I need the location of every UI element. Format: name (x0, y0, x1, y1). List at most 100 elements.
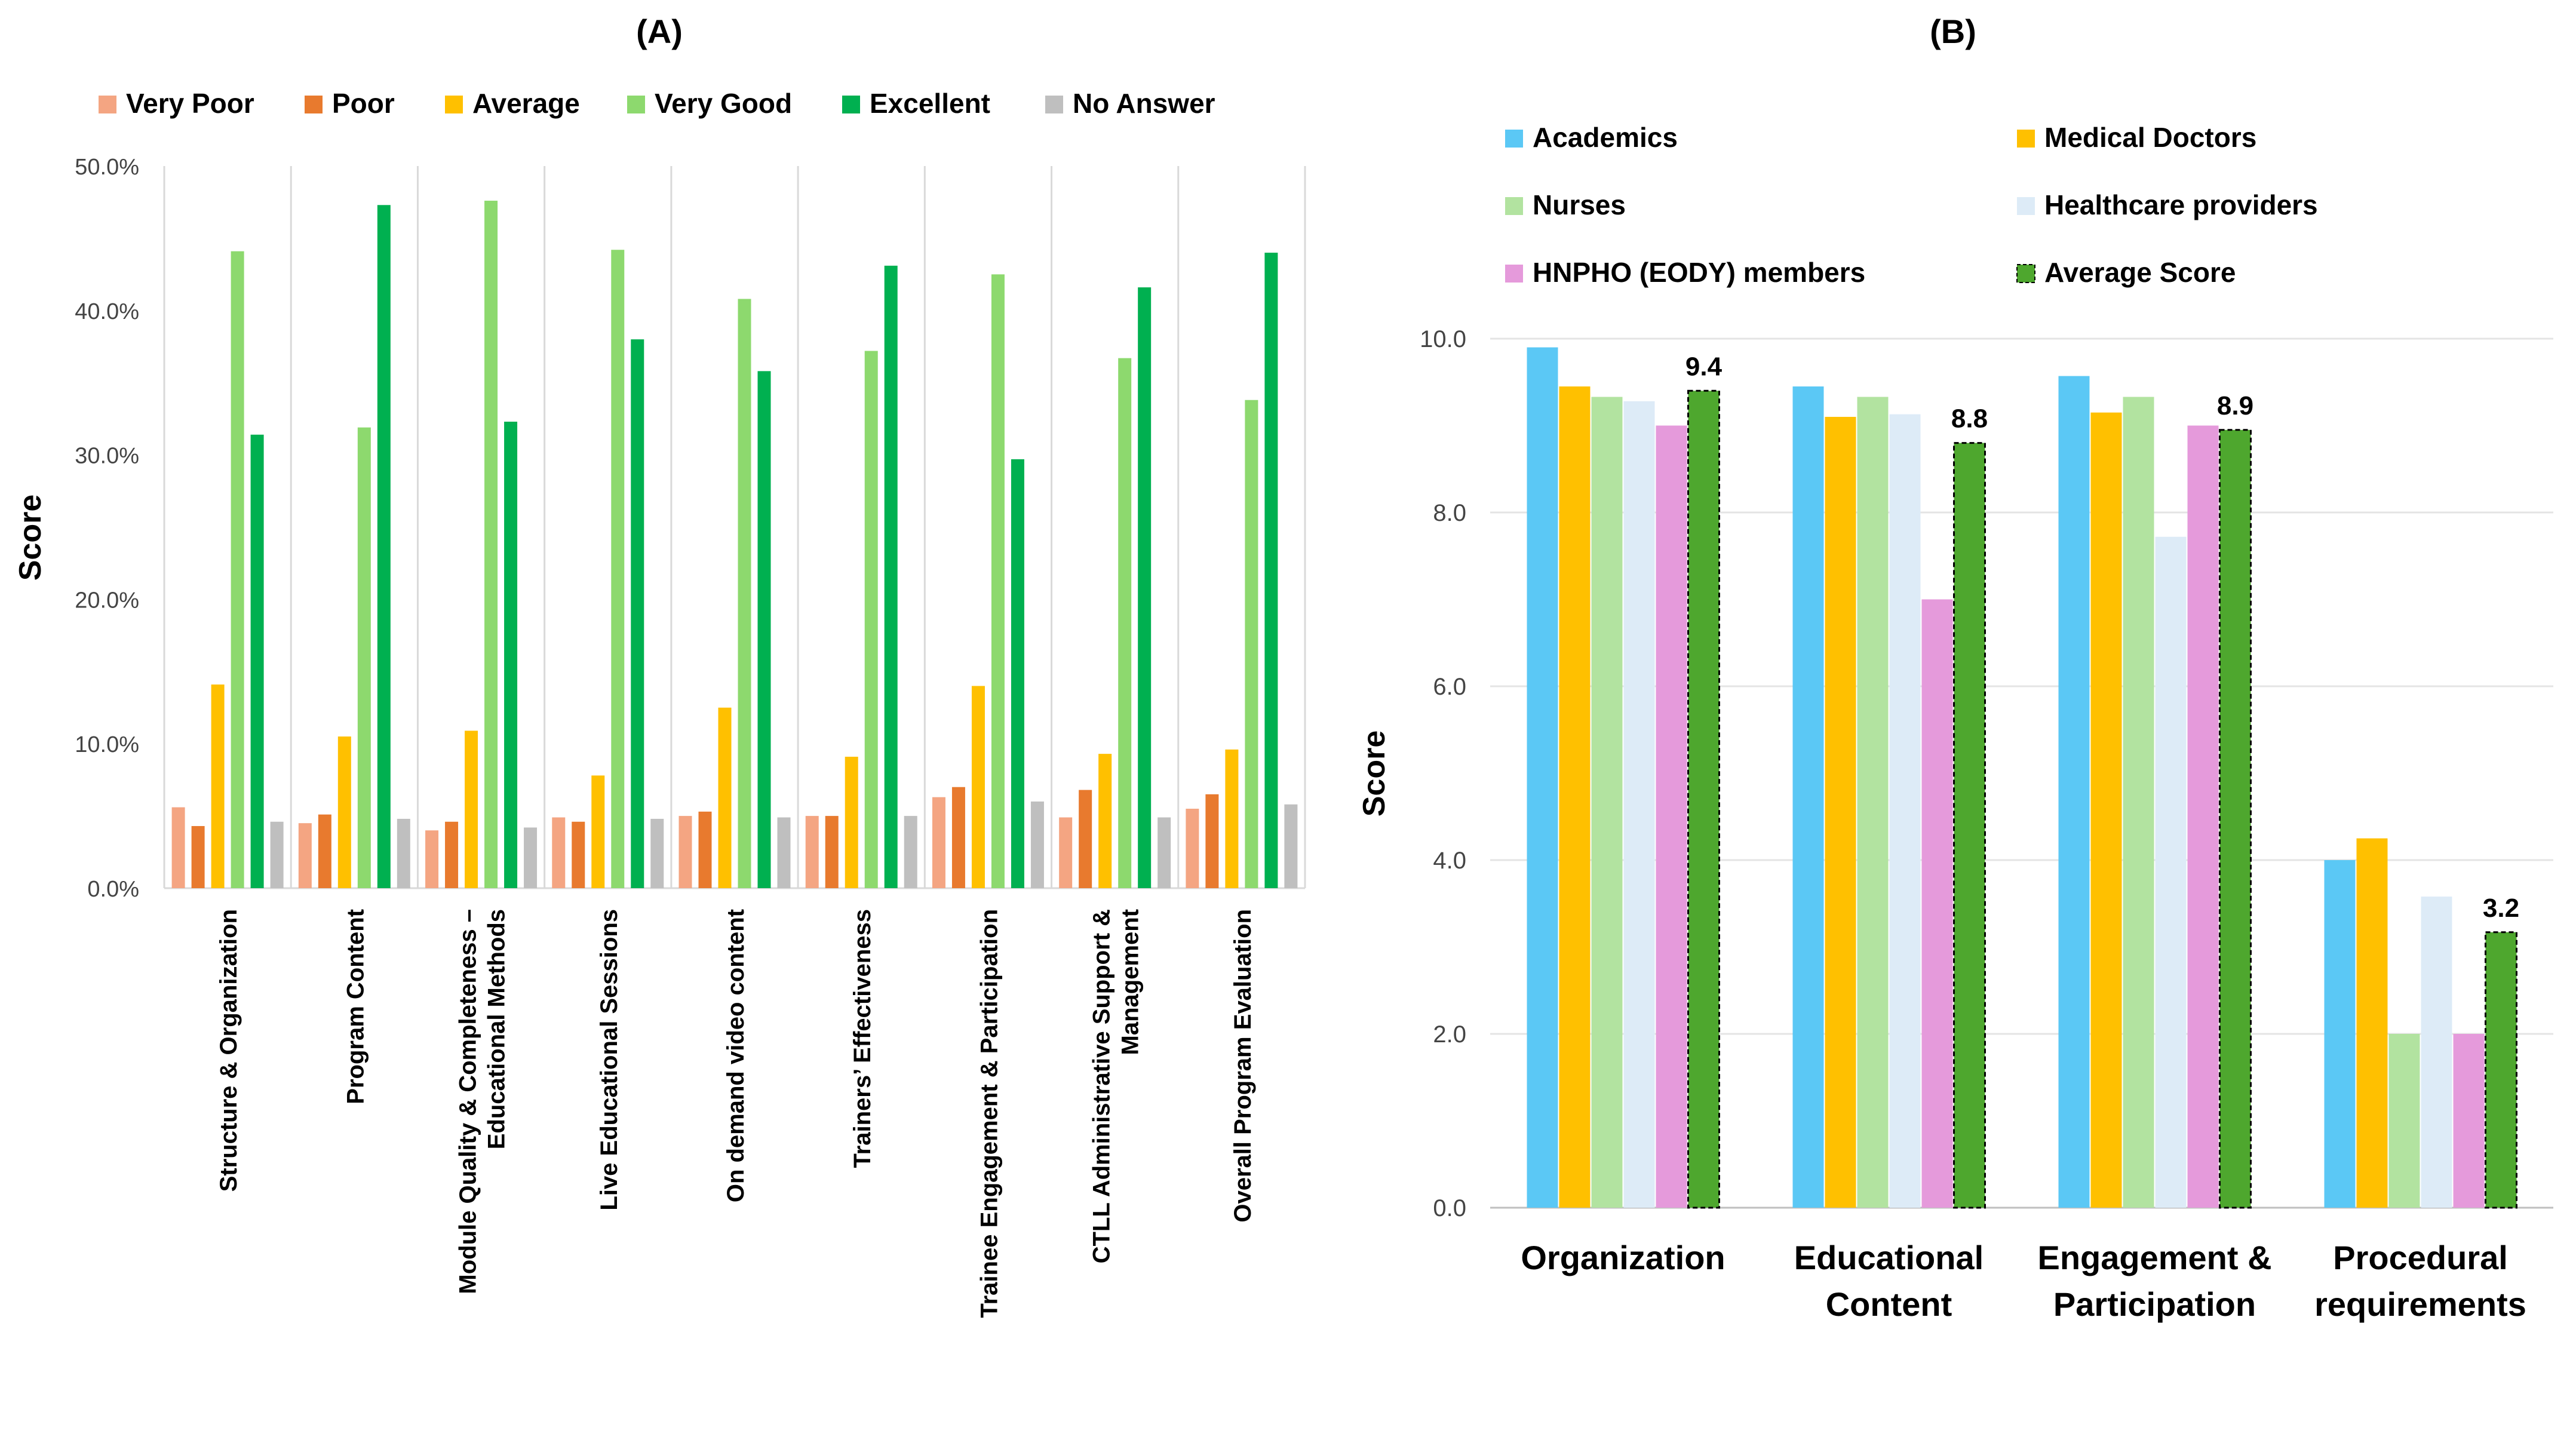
y-tick-label: 40.0% (75, 299, 139, 324)
bar (211, 684, 225, 888)
x-tick-label: Live Educational Sessions (596, 909, 622, 1211)
bar (904, 816, 917, 888)
bar (864, 351, 878, 888)
bar (1889, 414, 1921, 1208)
legend-label: Nurses (1533, 189, 1626, 220)
x-tick-label: Procedural (2333, 1239, 2508, 1276)
legend-swatch (842, 96, 860, 113)
bar (1186, 809, 1199, 888)
bar (552, 817, 566, 888)
bar (1284, 804, 1298, 888)
bar (1953, 442, 1986, 1209)
bar (1264, 253, 1278, 889)
data-label: 8.8 (1951, 404, 1988, 434)
panel-a-title: (A) (636, 13, 683, 50)
x-tick-label: CTLL Administrative Support & (1089, 909, 1115, 1263)
bar (445, 821, 459, 888)
bar (678, 816, 692, 888)
panel-a-y-ticks: 0.0% 10.0% 20.0% 30.0% 40.0% 50.0% (75, 155, 139, 902)
legend-label: Academics (1533, 122, 1678, 153)
legend-swatch (2016, 264, 2035, 283)
panel-b-y-axis-title: Score (1357, 730, 1392, 817)
chart-panel-b: (B) Academics Medical Doctors Nurses Health… (1357, 13, 2553, 1323)
bar (1059, 817, 1073, 888)
bar (1138, 287, 1152, 888)
data-label: 9.4 (1685, 352, 1723, 381)
legend-label: Average Score (2044, 257, 2236, 288)
bar (1921, 599, 1953, 1208)
bar (504, 421, 518, 888)
y-tick-label: 10.0% (75, 732, 139, 757)
bar (318, 814, 331, 888)
bar (1011, 459, 1024, 888)
bar (2123, 397, 2154, 1208)
legend-label: Average (472, 88, 580, 119)
bar (1205, 794, 1219, 888)
legend-b: Academics Medical Doctors Nurses Healthcare… (1505, 122, 2318, 288)
legend-swatch (1505, 130, 1523, 148)
panel-b-title: (B) (1930, 13, 1976, 50)
bar (1792, 386, 1824, 1208)
legend-swatch (99, 96, 116, 113)
bar (805, 816, 819, 888)
bar (1857, 397, 1889, 1208)
y-tick-label: 2.0 (1433, 1021, 1466, 1048)
bar (2388, 1034, 2420, 1208)
panel-a-grid (163, 166, 1306, 889)
bar (171, 807, 185, 888)
bar (932, 797, 945, 888)
x-tick-label: Participation (2053, 1285, 2256, 1323)
bar (377, 205, 391, 888)
y-tick-label: 10.0 (1420, 326, 1466, 352)
x-tick-label: Trainee Engagement & Participation (976, 909, 1002, 1318)
bar (2453, 1034, 2485, 1208)
x-tick-label: Educational (1794, 1239, 1984, 1276)
bar (2485, 931, 2517, 1209)
y-tick-label: 20.0% (75, 588, 139, 613)
y-tick-label: 4.0 (1433, 848, 1466, 874)
bar (2356, 838, 2388, 1208)
y-tick-label: 30.0% (75, 444, 139, 469)
legend-label: HNPHO (EODY) members (1533, 257, 1865, 288)
bar (611, 250, 625, 888)
x-tick-label: Program Content (342, 909, 369, 1104)
bar (270, 821, 284, 888)
panel-a-bars (171, 201, 1298, 889)
bar (2155, 536, 2187, 1208)
x-tick-label: Management (1117, 909, 1144, 1055)
legend-label: Poor (332, 88, 395, 119)
bar (1157, 817, 1171, 888)
x-tick-label: Structure & Organization (216, 909, 242, 1192)
legend-a: Very Poor Poor Average Very Good Excellent No… (99, 88, 1215, 119)
bar (1245, 400, 1258, 888)
bar (1118, 358, 1132, 888)
legend-label: Excellent (870, 88, 990, 119)
y-tick-label: 50.0% (75, 155, 139, 180)
bar (2219, 429, 2252, 1209)
bar (845, 756, 858, 888)
legend-swatch (2017, 130, 2035, 148)
bar (884, 265, 898, 888)
y-tick-label: 0.0 (1433, 1195, 1466, 1221)
bar (991, 274, 1005, 889)
bar (2058, 376, 2090, 1208)
data-label: 3.2 (2483, 894, 2519, 923)
x-tick-label: Content (1826, 1285, 1952, 1323)
legend-label: No Answer (1073, 88, 1215, 119)
bar (1098, 754, 1112, 888)
legend-swatch (1505, 197, 1523, 215)
bar (465, 730, 478, 888)
x-tick-label: requirements (2314, 1285, 2526, 1323)
bar (337, 736, 351, 888)
bar (757, 371, 771, 888)
x-tick-label: Organization (1521, 1239, 1725, 1276)
legend-swatch (1505, 265, 1523, 283)
panel-b-y-ticks: 0.0 2.0 4.0 6.0 8.0 10.0 (1420, 326, 1466, 1221)
bar (2421, 897, 2452, 1208)
bar (698, 811, 712, 888)
bar (1825, 416, 1856, 1208)
bar (631, 339, 644, 888)
bar (1559, 386, 1591, 1208)
bar (425, 830, 439, 888)
x-tick-label: On demand video content (723, 909, 749, 1202)
